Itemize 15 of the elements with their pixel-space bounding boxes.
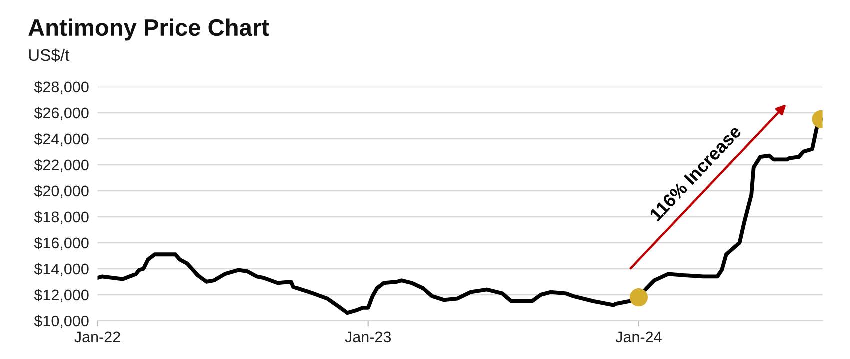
y-tick-label: $10,000 xyxy=(34,315,89,328)
chart-title: Antimony Price Chart xyxy=(28,18,270,41)
y-tick-label: $16,000 xyxy=(34,237,89,250)
y-tick-label: $26,000 xyxy=(34,107,89,120)
y-tick-label: $22,000 xyxy=(34,159,89,172)
y-tick-label: $18,000 xyxy=(34,211,89,224)
y-tick-label: $24,000 xyxy=(34,133,89,146)
x-tick-label: Jan-23 xyxy=(345,332,392,343)
x-tick-label: Jan-22 xyxy=(74,332,120,343)
y-tick-label: $28,000 xyxy=(34,81,89,94)
y-tick-label: $20,000 xyxy=(34,185,89,198)
y-tick-label: $12,000 xyxy=(34,289,89,302)
x-tick-label: Jan-24 xyxy=(616,332,662,343)
chart-subtitle: US$/t xyxy=(29,48,70,62)
y-tick-label: $14,000 xyxy=(34,263,89,276)
